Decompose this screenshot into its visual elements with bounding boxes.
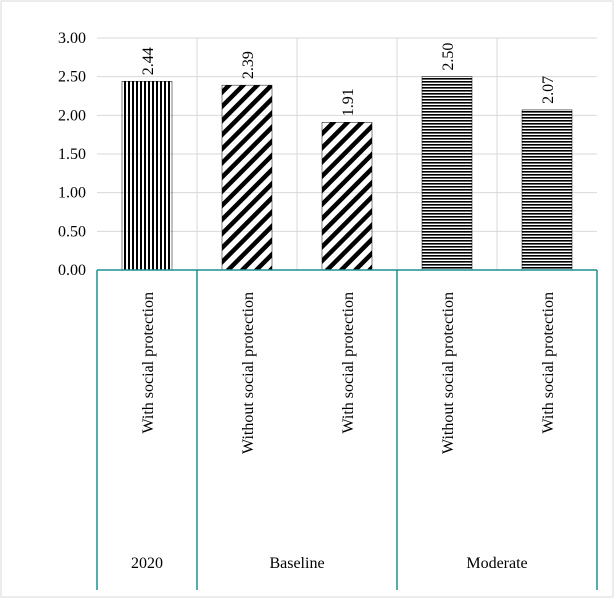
data-label: 2.44 [140,47,157,75]
group-label: Baseline [269,555,324,572]
y-tick-label: 3.00 [58,30,86,47]
data-label: 2.39 [240,51,257,79]
y-tick-label: 0.00 [58,262,86,279]
y-tick-label: 2.00 [58,107,86,124]
data-label: 1.91 [340,88,357,116]
y-tick-label: 0.50 [58,223,86,240]
bar [121,81,173,271]
group-label: 2020 [131,555,163,572]
category-label: Without social protection [440,292,457,454]
group-label: Moderate [466,555,527,572]
category-label: With social protection [540,292,557,434]
bar [221,84,273,271]
bar [521,109,573,271]
y-tick-label: 1.00 [58,185,86,202]
data-label: 2.50 [440,43,457,71]
category-label: Without social protection [240,292,257,454]
y-tick-label: 2.50 [58,69,86,86]
bar [421,76,473,271]
y-tick-label: 1.50 [58,146,86,163]
data-label: 2.07 [540,76,557,104]
category-label: With social protection [140,292,157,434]
bar [321,122,373,271]
category-label: With social protection [340,292,357,434]
